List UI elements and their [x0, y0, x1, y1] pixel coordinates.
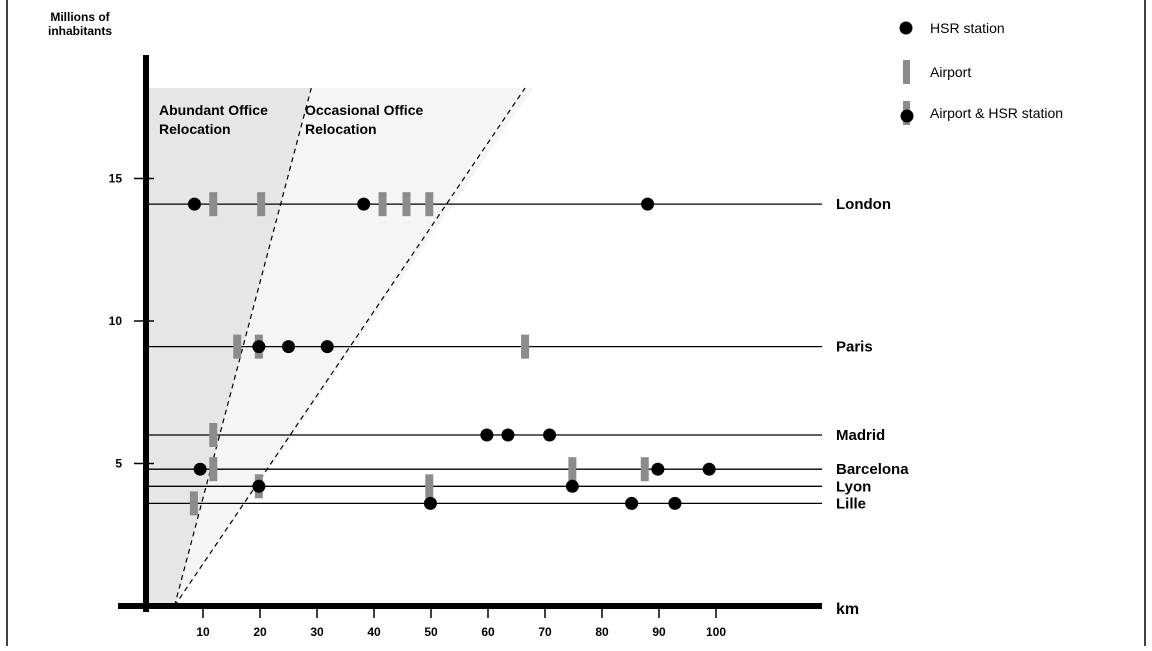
y-tick-label: 10: [109, 314, 123, 328]
hsr-station-marker: [565, 479, 579, 493]
hsr-station-marker: [282, 340, 295, 354]
hsr-station-marker: [193, 462, 207, 476]
hsr-station-marker: [357, 197, 371, 211]
hsr-station-marker: [501, 428, 515, 442]
airport-marker: [257, 192, 266, 217]
airport-marker: [233, 334, 242, 359]
x-tick-label: 100: [706, 625, 726, 639]
airport-marker: [425, 474, 434, 499]
region-label-abundant: Abundant Office: [159, 102, 268, 118]
airport-marker: [189, 491, 198, 516]
x-tick-label: 70: [538, 625, 552, 639]
region-label-occasional: Occasional Office: [305, 102, 423, 118]
hsr-station-marker: [252, 479, 266, 493]
region-label-occasional: Relocation: [305, 121, 377, 137]
airport-marker: [521, 334, 530, 359]
airport-marker: [640, 457, 649, 482]
x-tick-label: 40: [367, 625, 381, 639]
hsr-station-marker: [423, 496, 437, 510]
hsr-station-marker: [187, 197, 201, 211]
city-label: Lille: [836, 495, 866, 512]
city-label: Barcelona: [836, 461, 909, 478]
hsr-station-marker: [543, 428, 557, 442]
airport-marker: [402, 192, 411, 217]
city-label: Paris: [836, 339, 873, 356]
hsr-station-marker: [668, 496, 682, 510]
airport-marker: [425, 192, 434, 217]
x-tick-label: 60: [481, 625, 495, 639]
x-tick-label: 80: [595, 625, 609, 639]
y-tick-label: 5: [115, 457, 122, 471]
x-tick-label: 50: [424, 625, 438, 639]
airport-marker: [568, 457, 577, 482]
airport-marker: [209, 423, 218, 447]
city-label: Lyon: [836, 478, 871, 495]
x-tick-label: 10: [196, 625, 210, 639]
x-axis-label: km: [836, 601, 859, 618]
legend-hsr-marker: [899, 21, 913, 35]
legend-hsr-marker: [900, 109, 914, 123]
hsr-station-marker: [702, 462, 716, 476]
airport-marker: [209, 192, 218, 217]
x-tick-label: 20: [253, 625, 267, 639]
city-label: London: [836, 196, 891, 213]
airport-marker: [378, 192, 387, 217]
legend-label: Airport & HSR station: [930, 105, 1063, 121]
x-tick-label: 90: [652, 625, 666, 639]
hsr-station-marker: [480, 428, 494, 442]
y-axis-label: inhabitants: [48, 24, 112, 38]
airport-marker: [209, 457, 218, 482]
hsr-station-marker: [641, 197, 655, 211]
hsr-station-marker: [651, 462, 665, 476]
y-axis-label: Millions of: [50, 10, 110, 24]
city-label: Madrid: [836, 427, 885, 444]
hsr-station-marker: [252, 340, 266, 354]
legend-label: HSR station: [930, 20, 1005, 36]
y-tick-label: 15: [109, 172, 123, 186]
legend-airport-marker: [903, 60, 910, 84]
legend-label: Airport: [930, 64, 971, 80]
legend: HSR station Airport Airport & HSR station: [899, 20, 1063, 125]
hsr-station-marker: [320, 340, 334, 354]
hsr-station-marker: [625, 496, 639, 510]
x-tick-label: 30: [310, 625, 324, 639]
region-label-abundant: Relocation: [159, 121, 231, 137]
